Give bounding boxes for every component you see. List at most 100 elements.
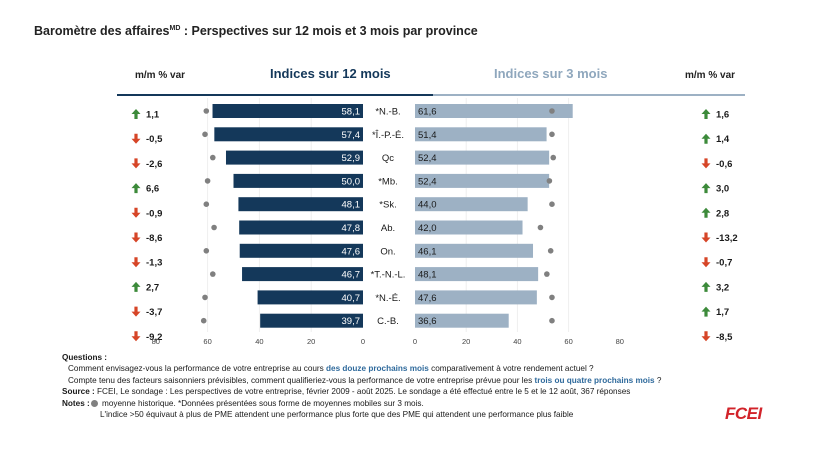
- bar-3-months: [415, 290, 537, 305]
- historical-average-dot-3: [549, 317, 555, 324]
- right-mm-var-value: 3,0: [716, 184, 729, 195]
- bar-12-months: [239, 243, 363, 258]
- arrow-down-icon: [131, 331, 141, 342]
- question-2: Compte tenu des facteurs saisonniers pré…: [68, 375, 662, 385]
- right-mm-var-value: 1,7: [716, 307, 729, 318]
- bar-12-value-label: 47,8: [342, 223, 361, 234]
- notes-line: Notes : moyenne historique. *Données pré…: [62, 398, 424, 408]
- arrow-down-icon: [131, 257, 141, 268]
- historical-average-dot-3: [549, 131, 555, 138]
- left-mm-var-value: 6,6: [146, 184, 159, 195]
- province-label: Ab.: [381, 223, 395, 234]
- arrow-up-icon: [701, 109, 711, 119]
- bar-3-value-label: 44,0: [418, 200, 437, 211]
- left-mm-var-value: -1,3: [146, 258, 162, 269]
- province-label: *Sk.: [379, 200, 396, 211]
- province-label: Qc: [382, 153, 394, 164]
- left-mm-var-value: -9,2: [146, 332, 162, 343]
- historical-average-dot-12: [203, 201, 210, 207]
- x-tick-12: 80: [152, 337, 160, 346]
- historical-average-dot-3: [546, 178, 553, 184]
- historical-average-dot-12: [204, 178, 211, 184]
- historical-average-dot-12: [200, 317, 207, 324]
- bar-3-value-label: 52,4: [418, 153, 437, 164]
- bar-3-months: [415, 127, 547, 142]
- bar-12-value-label: 46,7: [342, 270, 361, 281]
- arrow-up-icon: [131, 281, 141, 292]
- bar-3-months: [415, 220, 523, 235]
- historical-average-dot-3: [537, 224, 544, 231]
- historical-average-dot-3: [550, 154, 557, 161]
- panel-3-months-title: Indices sur 3 mois: [494, 66, 608, 81]
- arrow-down-icon: [701, 331, 711, 342]
- bar-12-value-label: 57,4: [342, 130, 361, 141]
- right-mm-var-value: -0,7: [716, 258, 732, 269]
- historical-average-dot-3: [549, 201, 555, 207]
- x-tick-3: 40: [513, 337, 521, 346]
- arrow-down-icon: [131, 232, 141, 243]
- left-mm-var-value: -2,6: [146, 159, 162, 170]
- province-label: *N.-B.: [375, 107, 400, 118]
- bar-12-months: [225, 150, 363, 165]
- right-mm-var-value: -0,6: [716, 159, 732, 170]
- arrow-down-icon: [131, 207, 141, 218]
- historical-average-dot-3: [544, 271, 550, 277]
- arrow-down-icon: [701, 232, 711, 243]
- historical-average-dot-12: [202, 294, 208, 301]
- bar-12-value-label: 58,1: [342, 107, 361, 118]
- bar-12-months: [214, 127, 363, 142]
- arrow-down-icon: [701, 257, 711, 268]
- province-label: *Mb.: [378, 176, 398, 187]
- x-tick-12: 40: [255, 337, 263, 346]
- historical-average-dot-12: [203, 108, 210, 114]
- panel-12-rule: [117, 94, 433, 96]
- left-mm-var-value: -0,9: [146, 208, 162, 219]
- historical-average-dot-12: [203, 248, 210, 254]
- left-mm-var-value: -3,7: [146, 307, 162, 318]
- bar-3-value-label: 47,6: [418, 293, 437, 304]
- historical-average-dot-3: [549, 108, 555, 114]
- x-tick-3: 80: [616, 337, 624, 346]
- bar-12-months: [238, 197, 363, 212]
- bar-12-months: [233, 173, 363, 188]
- bar-3-months: [415, 243, 534, 258]
- bar-3-value-label: 48,1: [418, 270, 437, 281]
- x-tick-12: 0: [361, 337, 365, 346]
- chart-title: Baromètre des affairesMD : Perspectives …: [34, 24, 478, 38]
- right-mm-var-value: -13,2: [716, 233, 738, 244]
- bar-12-months: [257, 290, 363, 305]
- x-tick-3: 0: [413, 337, 417, 346]
- bar-12-value-label: 48,1: [342, 200, 361, 211]
- bar-12-months: [212, 104, 363, 118]
- bar-3-value-label: 36,6: [418, 316, 437, 327]
- bar-12-value-label: 39,7: [342, 316, 361, 327]
- right-mm-var-header: m/m % var: [685, 70, 736, 81]
- historical-average-dot-3: [549, 294, 555, 301]
- source-line: Source : FCEI, Le sondage : Les perspect…: [62, 387, 631, 397]
- fcei-logo: FCEI: [725, 404, 762, 423]
- right-mm-var-value: 1,4: [716, 134, 730, 145]
- x-tick-12: 60: [203, 337, 211, 346]
- bar-12-months: [260, 313, 363, 328]
- historical-average-dot-12: [209, 271, 216, 277]
- historical-average-legend-dot: [90, 399, 98, 407]
- bar-3-months: [415, 150, 550, 165]
- index-explanation: L'indice >50 équivaut à plus de PME atte…: [100, 410, 574, 420]
- x-tick-3: 60: [564, 337, 572, 346]
- right-mm-var-value: 2,8: [716, 208, 729, 219]
- arrow-down-icon: [131, 306, 141, 317]
- arrow-down-icon: [701, 158, 711, 169]
- province-label: *Î.-P.-É.: [372, 130, 404, 141]
- bar-12-months: [242, 267, 363, 282]
- bar-3-value-label: 51,4: [418, 130, 437, 141]
- arrow-up-icon: [701, 281, 711, 292]
- bar-12-value-label: 40,7: [342, 293, 361, 304]
- bar-3-value-label: 42,0: [418, 223, 437, 234]
- panel-12-months-title: Indices sur 12 mois: [270, 66, 391, 81]
- left-mm-var-value: -8,6: [146, 233, 162, 244]
- right-mm-var-value: 1,6: [716, 110, 729, 121]
- question-1: Comment envisagez-vous la performance de…: [68, 364, 594, 374]
- bar-3-months: [415, 313, 509, 328]
- arrow-down-icon: [131, 158, 141, 169]
- arrow-up-icon: [701, 183, 711, 194]
